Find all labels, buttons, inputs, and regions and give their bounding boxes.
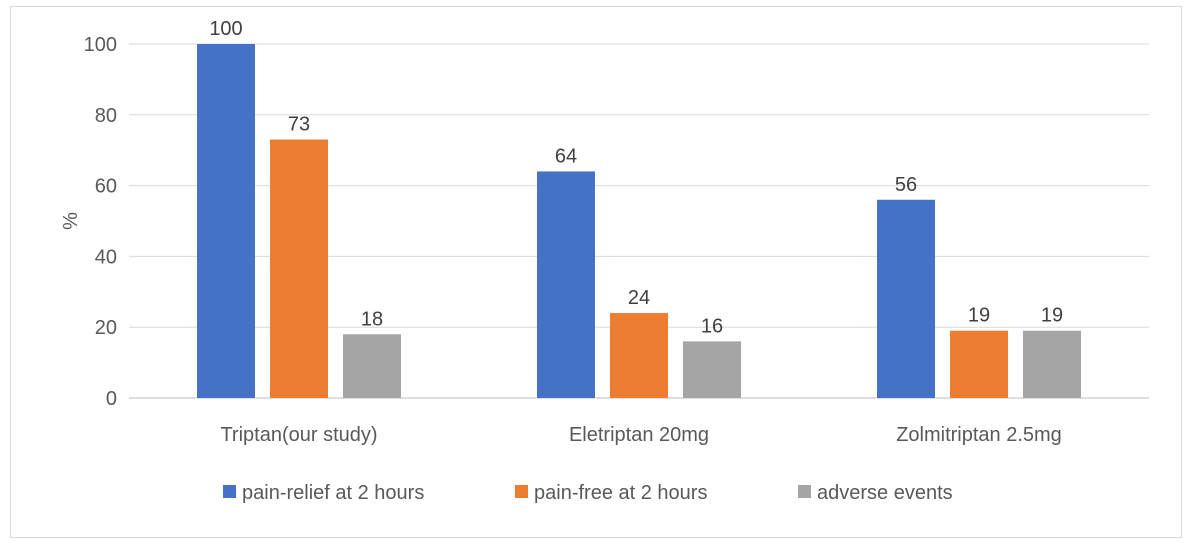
legend: pain-relief at 2 hours pain-free at 2 hou… [223, 482, 953, 504]
data-label: 24 [628, 287, 650, 309]
legend-label: pain-relief at 2 hours [242, 482, 424, 504]
legend-swatch [515, 485, 528, 498]
bar [270, 139, 328, 398]
y-tick-label: 100 [84, 34, 117, 56]
x-axis-categories: Triptan(our study) Eletriptan 20mg Zolmitr… [220, 424, 1061, 446]
bar [683, 341, 741, 398]
y-tick-label: 0 [106, 388, 117, 410]
bar [1023, 330, 1081, 398]
chart-frame: 0 20 40 60 80 100 100 73 18 64 24 16 56 19 19 Triptan… [10, 6, 1182, 538]
y-axis-title: % [60, 212, 82, 230]
bar [877, 199, 935, 398]
data-label: 73 [288, 114, 310, 136]
category-label: Triptan(our study) [220, 424, 377, 446]
y-tick-label: 60 [95, 176, 117, 198]
data-label: 18 [361, 308, 383, 330]
bar [343, 334, 401, 398]
data-label: 100 [209, 18, 242, 40]
bars [197, 44, 1081, 398]
y-axis-ticks: 0 20 40 60 80 100 [84, 34, 117, 410]
data-label: 16 [701, 315, 723, 337]
data-label: 19 [968, 305, 990, 327]
legend-label: adverse events [817, 482, 953, 504]
category-label: Zolmitriptan 2.5mg [896, 424, 1062, 446]
bar [610, 313, 668, 398]
legend-swatch [798, 485, 811, 498]
legend-label: pain-free at 2 hours [534, 482, 707, 504]
data-label: 19 [1041, 305, 1063, 327]
y-tick-label: 80 [95, 105, 117, 127]
data-labels: 100 73 18 64 24 16 56 19 19 [209, 18, 1063, 337]
data-label: 64 [555, 145, 577, 167]
y-tick-label: 20 [95, 317, 117, 339]
legend-swatch [223, 485, 236, 498]
bar-chart: 0 20 40 60 80 100 100 73 18 64 24 16 56 19 19 Triptan… [60, 18, 1149, 504]
bar [537, 171, 595, 398]
bar [197, 44, 255, 398]
bar [950, 330, 1008, 398]
category-label: Eletriptan 20mg [569, 424, 709, 446]
data-label: 56 [895, 174, 917, 196]
y-tick-label: 40 [95, 246, 117, 268]
